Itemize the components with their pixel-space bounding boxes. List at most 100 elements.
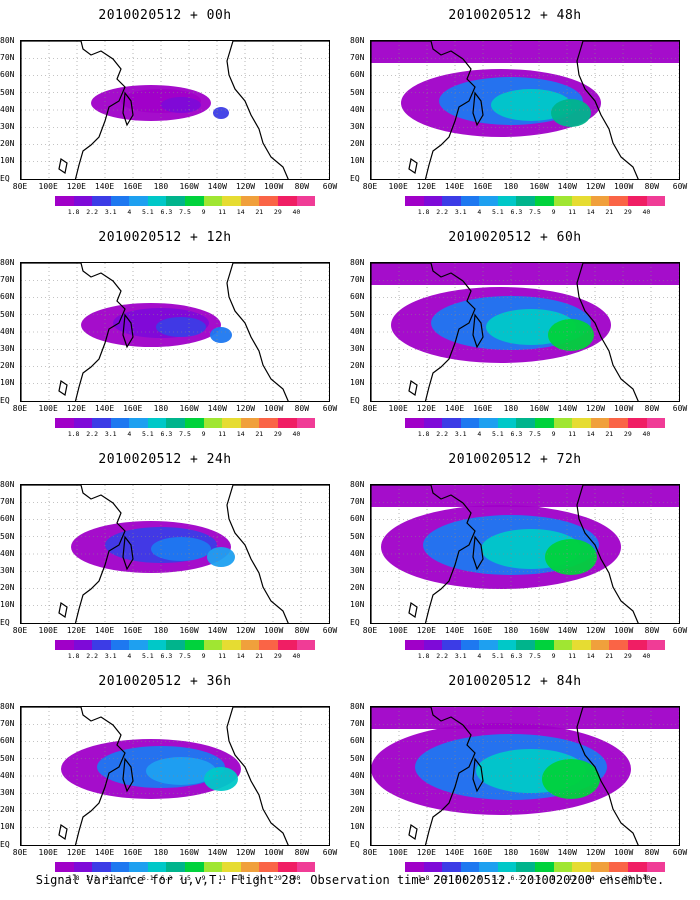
colorbar-swatch: [92, 418, 111, 428]
longitude-tick-label: 180: [153, 182, 169, 191]
colorbar-tick-label: 21: [255, 874, 264, 882]
longitude-tick-label: 140E: [444, 626, 465, 635]
colorbar-swatch: [479, 862, 498, 872]
colorbar-tick-label: 5.1: [141, 652, 154, 660]
colorbar-swatch: [497, 640, 517, 650]
colorbar-swatch: [240, 640, 260, 650]
longitude-tick-label: 120E: [66, 182, 86, 191]
colorbar-tick-label: 7.5: [529, 208, 541, 216]
longitude-tick-label: 80W: [294, 626, 310, 635]
colorbar-swatch: [259, 862, 278, 872]
coastline: [21, 263, 126, 401]
coastline: [122, 535, 134, 571]
latitude-tick-label: 30N: [0, 122, 15, 131]
colorbar-swatch: [203, 418, 223, 428]
latitude-tick-label: 20N: [0, 139, 15, 149]
longitude-tick-label: 140E: [444, 848, 465, 857]
coastline: [58, 158, 68, 174]
colorbar: [405, 196, 666, 206]
colorbar-swatch: [646, 862, 666, 872]
longitude-tick-label: 180: [153, 626, 169, 635]
coastline: [122, 313, 134, 349]
colorbar-tick-label: 7.5: [179, 874, 191, 882]
colorbar-tick-label: 4: [127, 652, 132, 660]
colorbar-swatch: [535, 862, 554, 872]
latitude-tick-label: 40N: [350, 104, 365, 114]
longitude-tick-label: 100W: [613, 848, 634, 857]
latitude-tick-label: 50N: [0, 309, 15, 319]
colorbar-tick-label: 1.8: [417, 208, 430, 216]
coastline: [576, 707, 679, 845]
longitude-tick-label: 60W: [672, 182, 688, 191]
colorbar: [405, 418, 666, 428]
colorbar-tick-label: 11: [218, 874, 227, 882]
latitude-tick-label: 10N: [0, 822, 15, 832]
colorbar-labels: 1.8 2.2 3.1 4 5.1 6.3 7.5 9 11 14 21 29 40: [405, 874, 665, 884]
colorbar-tick-label: 1.8: [67, 208, 80, 216]
colorbar-swatch: [259, 196, 278, 206]
longitude-tick-label: 120W: [235, 182, 256, 191]
colorbar-swatch: [185, 640, 204, 650]
colorbar-tick-label: 3.1: [104, 208, 117, 216]
colorbar-swatch: [572, 418, 591, 428]
colorbar-tick-label: 7.5: [529, 652, 541, 660]
map-canvas: [371, 263, 679, 401]
longitude-tick-label: 100W: [263, 848, 284, 857]
latitude-tick-label: 10N: [0, 600, 15, 610]
longitude-tick-label: 140E: [94, 404, 115, 413]
panel-title: 2010020512 + 60h: [448, 230, 582, 245]
latitude-tick-label: 30N: [350, 122, 365, 131]
latitude-tick-label: 40N: [0, 770, 15, 780]
longitude-axis: 80E 100E 120E 140E 160E 180 160W 140W 120W 100W 80…: [360, 404, 690, 414]
latitude-tick-label: 80N: [0, 258, 15, 267]
latitude-tick-label: 80N: [350, 36, 365, 45]
colorbar-swatch: [497, 862, 517, 872]
colorbar-swatch: [405, 862, 424, 872]
colorbar-swatch: [516, 418, 536, 428]
panel-title: 2010020512 + 36h: [98, 674, 232, 689]
colorbar-swatch: [553, 862, 573, 872]
colorbar-swatch: [627, 196, 647, 206]
colorbar-swatch: [553, 418, 573, 428]
colorbar-swatch: [185, 418, 204, 428]
coastline: [122, 91, 134, 127]
colorbar-swatch: [129, 196, 148, 206]
colorbar-swatch: [92, 640, 111, 650]
coastline: [472, 757, 484, 793]
longitude-tick-label: 80W: [644, 626, 660, 635]
colorbar-swatch: [222, 862, 241, 872]
colorbar-labels: 1.8 2.2 3.1 4 5.1 6.3 7.5 9 11 14 21 29 40: [405, 430, 665, 440]
longitude-tick-label: 100E: [388, 626, 408, 635]
colorbar-tick-label: 7.5: [179, 430, 191, 438]
colorbar-tick-label: 40: [292, 208, 301, 216]
longitude-tick-label: 160W: [179, 626, 199, 635]
latitude-tick-label: 60N: [350, 70, 365, 80]
variance-contour: [210, 327, 232, 343]
variance-contour: [545, 539, 597, 575]
colorbar-swatch: [203, 640, 223, 650]
longitude-tick-label: 120W: [235, 626, 256, 635]
colorbar-swatch: [497, 418, 517, 428]
variance-map: [370, 262, 680, 402]
longitude-tick-label: 160E: [123, 848, 143, 857]
colorbar-tick-label: 11: [218, 208, 227, 216]
colorbar-tick-label: 21: [605, 652, 614, 660]
colorbar-swatch: [535, 418, 554, 428]
longitude-tick-label: 80E: [12, 182, 28, 191]
colorbar-swatch: [55, 196, 74, 206]
latitude-tick-label: 10N: [0, 378, 15, 388]
map-panel: 2010020512 + 36h 80N 70N 60N 50N 40N 30N 20N 10N…: [0, 666, 350, 888]
latitude-tick-label: 20N: [350, 583, 365, 593]
latitude-tick-label: 70N: [350, 275, 365, 285]
colorbar-tick-label: 5.1: [141, 874, 154, 882]
variance-contour: [156, 317, 206, 337]
colorbar-tick-label: 4: [477, 652, 482, 660]
longitude-tick-label: 160E: [473, 848, 493, 857]
colorbar-swatch: [460, 418, 480, 428]
colorbar-swatch: [147, 640, 167, 650]
latitude-tick-label: 60N: [350, 736, 365, 746]
panel-title: 2010020512 + 84h: [448, 674, 582, 689]
colorbar-tick-label: 4: [477, 430, 482, 438]
longitude-tick-label: 140W: [207, 404, 227, 413]
latitude-tick-label: 10N: [350, 156, 365, 166]
